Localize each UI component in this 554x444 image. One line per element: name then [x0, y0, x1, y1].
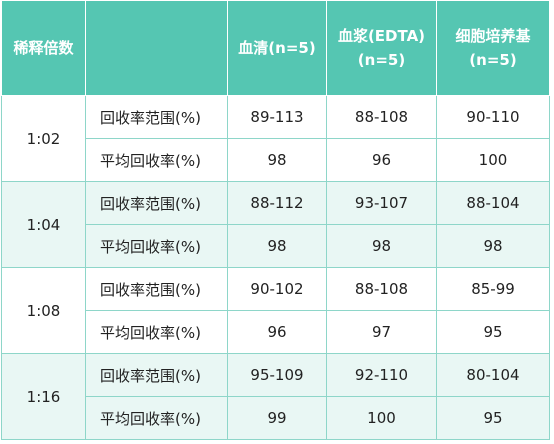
metric-cell: 回收率范围(%)	[85, 353, 228, 397]
row: 平均回收率(%) 96 97 95	[2, 310, 550, 354]
row: 1:16 回收率范围(%) 95-109 92-110 80-104	[1, 353, 550, 440]
row: 1:02 回收率范围(%) 89-113 88-108 90-110	[1, 95, 550, 182]
value-cell: 88-108	[326, 95, 437, 139]
metric-cell: 平均回收率(%)	[85, 224, 228, 268]
value-cell: 96	[326, 138, 437, 182]
value-cell: 90-110	[436, 95, 550, 139]
header-line: 细胞培养基	[455, 27, 531, 45]
dilution-cell: 1:16	[1, 353, 86, 440]
value-cell: 92-110	[326, 353, 437, 397]
value-cell: 100	[436, 138, 550, 182]
header-line: (n=5)	[357, 51, 406, 69]
dilution-cell: 1:02	[1, 95, 86, 182]
header-cell: 血清(n=5)	[227, 0, 327, 96]
metric-cell: 平均回收率(%)	[85, 396, 228, 440]
metric-cell: 回收率范围(%)	[85, 95, 228, 139]
value-cell: 88-108	[326, 267, 437, 311]
value-cell: 98	[227, 224, 327, 268]
table-body: 1:02 回收率范围(%) 89-113 88-108 90-110 平均回收率(%) 98…	[1, 95, 550, 440]
header-row: 稀释倍数 血清(n=5) 血浆(EDTA) (n=5) 细胞培养基 (n=5)	[1, 0, 550, 96]
value-cell: 95-109	[227, 353, 327, 397]
row: 平均回收率(%) 99 100 95	[2, 396, 550, 440]
value-cell: 100	[326, 396, 437, 440]
value-cell: 80-104	[436, 353, 550, 397]
value-cell: 88-104	[436, 181, 550, 225]
header-cell: 血浆(EDTA) (n=5)	[326, 0, 437, 96]
value-cell: 98	[326, 224, 437, 268]
value-cell: 85-99	[436, 267, 550, 311]
header-dilution: 稀释倍数	[1, 0, 86, 96]
value-cell: 99	[227, 396, 327, 440]
value-cell: 93-107	[326, 181, 437, 225]
row: 平均回收率(%) 98 98 98	[2, 224, 550, 268]
metric-cell: 回收率范围(%)	[85, 181, 228, 225]
row: 平均回收率(%) 98 96 100	[2, 138, 550, 182]
metric-cell: 平均回收率(%)	[85, 310, 228, 354]
value-cell: 88-112	[227, 181, 327, 225]
value-cell: 98	[436, 224, 550, 268]
value-cell: 90-102	[227, 267, 327, 311]
dilution-cell: 1:08	[1, 267, 86, 354]
value-cell: 95	[436, 396, 550, 440]
dilution-cell: 1:04	[1, 181, 86, 268]
value-cell: 98	[227, 138, 327, 182]
value-cell: 95	[436, 310, 550, 354]
row: 1:04 回收率范围(%) 88-112 93-107 88-104	[1, 181, 550, 268]
metric-cell: 回收率范围(%)	[85, 267, 228, 311]
metric-cell: 平均回收率(%)	[85, 138, 228, 182]
header-cell: 细胞培养基 (n=5)	[436, 0, 550, 96]
value-cell: 89-113	[227, 95, 327, 139]
header-line: 血清(n=5)	[238, 39, 316, 57]
value-cell: 97	[326, 310, 437, 354]
header-line: 血浆(EDTA)	[337, 27, 426, 45]
header-blank	[85, 0, 228, 96]
value-cell: 96	[227, 310, 327, 354]
row: 1:08 回收率范围(%) 90-102 88-108 85-99	[1, 267, 550, 354]
header-line: (n=5)	[469, 51, 517, 69]
